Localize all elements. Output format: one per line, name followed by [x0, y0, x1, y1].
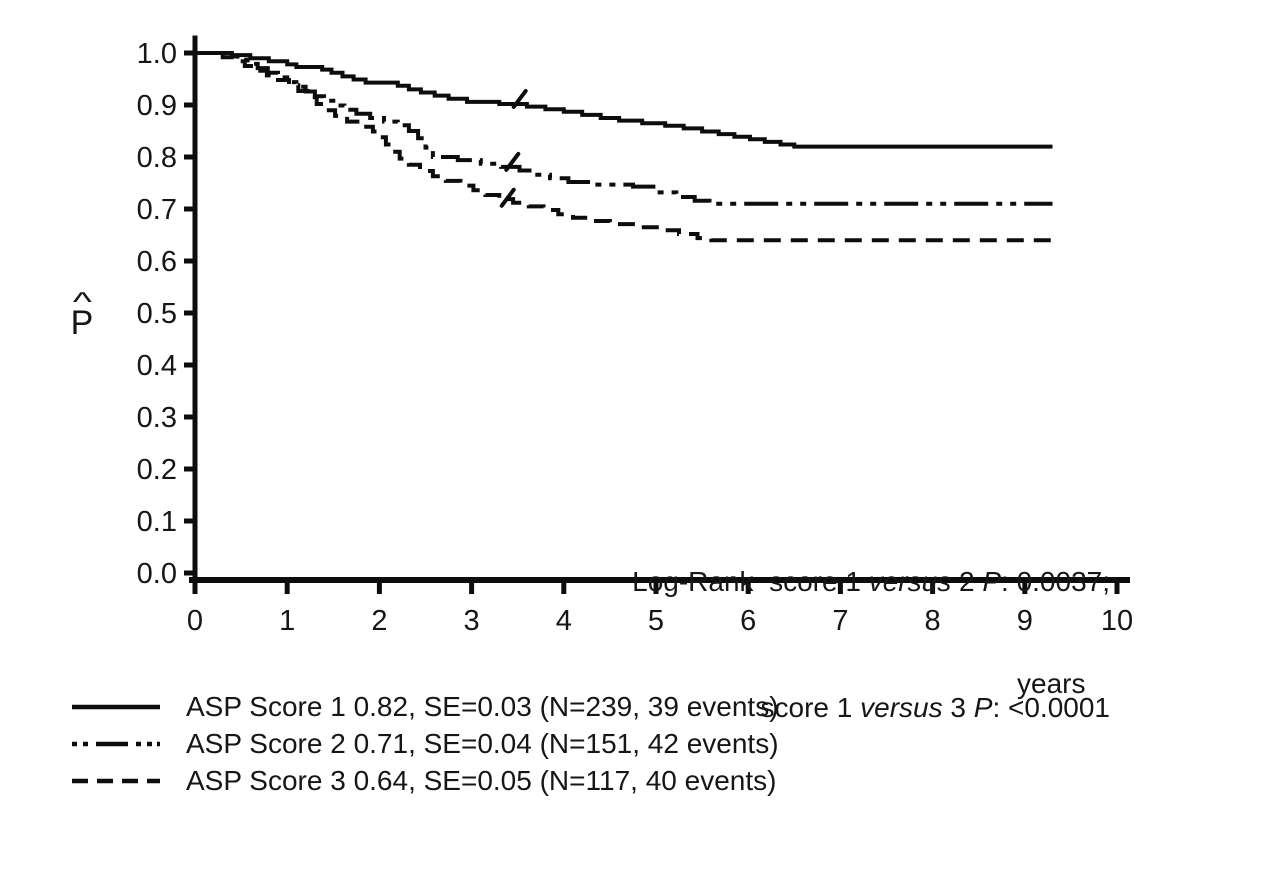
censor-mark	[499, 187, 516, 208]
log-rank-group: 3	[942, 692, 974, 723]
x-tick-label: 5	[648, 605, 664, 637]
y-tick-label: 0.8	[137, 142, 177, 174]
y-tick-label: 0.7	[137, 194, 177, 226]
log-rank-line-2: score 1 versus 3 P: <0.0001	[632, 687, 1110, 729]
log-rank-p-value: : <0.0001	[992, 692, 1110, 723]
x-tick-label: 7	[832, 605, 848, 637]
y-tick-label: 0.1	[137, 506, 177, 538]
legend-label: ASP Score 2 0.71, SE=0.04 (N=151, 42 eve…	[186, 727, 779, 759]
log-rank-versus: versus	[860, 692, 943, 723]
log-rank-text: Log-Rank score 1	[632, 566, 869, 597]
x-tick-label: 0	[187, 605, 203, 637]
legend-key-solid-line	[72, 704, 160, 709]
censor-mark	[511, 88, 528, 109]
y-axis-label-hat: ^	[72, 287, 92, 317]
curve-asp-score-3	[195, 51, 1053, 243]
y-axis-label: ^ P	[60, 287, 104, 342]
x-tick-label: 9	[1017, 605, 1033, 637]
x-axis-label: years	[1017, 668, 1086, 699]
y-tick-label: 0.9	[137, 90, 177, 122]
curve-asp-score-1	[195, 51, 1053, 149]
y-tick-label: 0.2	[137, 454, 177, 486]
legend-label: ASP Score 3 0.64, SE=0.05 (N=117, 40 eve…	[186, 764, 777, 796]
x-tick-label: 1	[279, 605, 295, 637]
x-tick-label: 10	[1101, 605, 1133, 637]
y-tick-label: 0.6	[137, 246, 177, 278]
log-rank-versus: versus	[868, 566, 952, 597]
y-tick-label: 1.0	[137, 38, 177, 70]
y-tick-label: 0.3	[137, 402, 177, 434]
legend-key-dash-dot-dot-line	[72, 741, 160, 746]
y-tick-label: 0.0	[137, 558, 177, 590]
legend-item: ASP Score 3 0.64, SE=0.05 (N=117, 40 eve…	[70, 764, 779, 796]
curve-asp-score-2	[195, 51, 1053, 206]
x-tick-label: 4	[556, 605, 572, 637]
legend: ASP Score 1 0.82, SE=0.03 (N=239, 39 eve…	[70, 690, 779, 796]
legend-label: ASP Score 1 0.82, SE=0.03 (N=239, 39 eve…	[186, 690, 779, 722]
log-rank-annotation: Log-Rank score 1 versus 2 P: 0.0037; sco…	[632, 477, 1110, 813]
legend-item: ASP Score 2 0.71, SE=0.04 (N=151, 42 eve…	[70, 727, 779, 759]
x-tick-label: 3	[464, 605, 480, 637]
log-rank-line-1: Log-Rank score 1 versus 2 P: 0.0037;	[632, 561, 1110, 603]
legend-item: ASP Score 1 0.82, SE=0.03 (N=239, 39 eve…	[70, 690, 779, 722]
x-tick-label: 2	[371, 605, 387, 637]
x-tick-label: 6	[740, 605, 756, 637]
log-rank-group: 2	[951, 566, 983, 597]
legend-key-dashed-line	[72, 778, 160, 783]
log-rank-p-symbol: P	[973, 692, 993, 723]
y-tick-label: 0.4	[137, 350, 177, 382]
log-rank-p-value: : 0.0037;	[1001, 566, 1110, 597]
y-axis-label-letter: P	[70, 304, 94, 342]
log-rank-text: score 1	[760, 692, 861, 723]
censor-mark	[504, 151, 521, 172]
log-rank-p-symbol: P	[982, 566, 1002, 597]
x-tick-label: 8	[925, 605, 941, 637]
y-tick-label: 0.5	[137, 298, 177, 330]
